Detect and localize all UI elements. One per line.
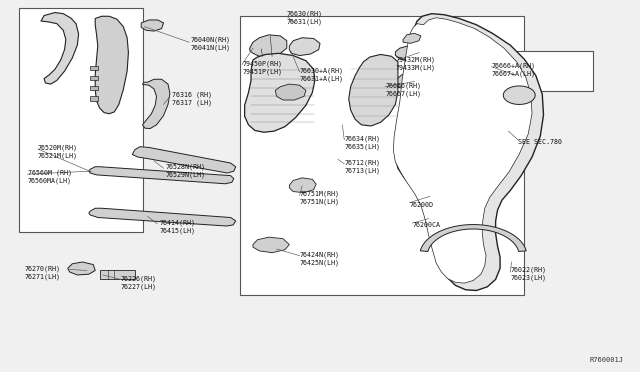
Text: 76751M(RH)
76751N(LH): 76751M(RH) 76751N(LH) xyxy=(300,190,340,205)
Polygon shape xyxy=(132,147,236,173)
Text: 76022(RH)
76023(LH): 76022(RH) 76023(LH) xyxy=(510,267,547,282)
Text: 76712(RH)
76713(LH): 76712(RH) 76713(LH) xyxy=(344,159,380,174)
Polygon shape xyxy=(275,84,306,100)
Polygon shape xyxy=(89,167,234,184)
Polygon shape xyxy=(41,13,79,84)
Text: 76630+A(RH)
76631+A(LH): 76630+A(RH) 76631+A(LH) xyxy=(300,68,344,82)
Polygon shape xyxy=(396,73,422,89)
Text: 79450P(RH)
79451P(LH): 79450P(RH) 79451P(LH) xyxy=(242,60,282,75)
Polygon shape xyxy=(89,208,236,226)
Bar xyxy=(90,76,98,80)
Text: 76040N(RH)
76041N(LH): 76040N(RH) 76041N(LH) xyxy=(191,36,231,51)
Polygon shape xyxy=(143,79,170,129)
Text: 76560M (RH)
76560MA(LH): 76560M (RH) 76560MA(LH) xyxy=(28,170,72,184)
Text: 76520M(RH)
76521M(LH): 76520M(RH) 76521M(LH) xyxy=(38,144,77,159)
Bar xyxy=(19,8,143,232)
Polygon shape xyxy=(396,14,543,291)
Text: 76226(RH)
76227(LH): 76226(RH) 76227(LH) xyxy=(121,275,157,290)
Text: 76200CA: 76200CA xyxy=(413,222,440,228)
Text: 76414(RH)
76415(LH): 76414(RH) 76415(LH) xyxy=(159,219,195,234)
Polygon shape xyxy=(68,262,95,275)
Bar xyxy=(481,51,593,92)
Polygon shape xyxy=(503,86,535,105)
Text: SEE SEC.780: SEE SEC.780 xyxy=(518,139,562,145)
Polygon shape xyxy=(486,67,515,83)
Text: R760001J: R760001J xyxy=(589,357,623,363)
Bar xyxy=(90,96,98,101)
Polygon shape xyxy=(253,237,289,253)
Bar xyxy=(240,16,524,295)
Bar xyxy=(90,66,98,70)
Polygon shape xyxy=(289,38,320,55)
Text: 76316 (RH)
76317 (LH): 76316 (RH) 76317 (LH) xyxy=(172,92,212,106)
Polygon shape xyxy=(394,18,532,283)
Bar xyxy=(100,270,135,279)
Polygon shape xyxy=(244,53,315,132)
Text: 76528N(RH)
76529N(LH): 76528N(RH) 76529N(LH) xyxy=(166,164,205,179)
Polygon shape xyxy=(349,54,398,126)
Text: 76666+A(RH)
76667+A(LH): 76666+A(RH) 76667+A(LH) xyxy=(491,62,535,77)
Text: 76630(RH)
76631(LH): 76630(RH) 76631(LH) xyxy=(287,10,323,25)
Text: 76666(RH)
76667(LH): 76666(RH) 76667(LH) xyxy=(385,82,421,97)
Text: 76634(RH)
76635(LH): 76634(RH) 76635(LH) xyxy=(344,135,380,150)
Polygon shape xyxy=(250,35,287,56)
Bar xyxy=(90,86,98,90)
Polygon shape xyxy=(396,46,424,60)
Text: 76270(RH)
76271(LH): 76270(RH) 76271(LH) xyxy=(25,266,61,280)
Polygon shape xyxy=(141,20,164,31)
Text: 76200D: 76200D xyxy=(410,202,433,208)
Text: 79432M(RH)
79433M(LH): 79432M(RH) 79433M(LH) xyxy=(396,57,435,71)
Polygon shape xyxy=(95,16,129,114)
Polygon shape xyxy=(420,225,526,251)
Polygon shape xyxy=(403,33,421,43)
Text: 76424N(RH)
76425N(LH): 76424N(RH) 76425N(LH) xyxy=(300,251,340,266)
Polygon shape xyxy=(289,178,316,193)
